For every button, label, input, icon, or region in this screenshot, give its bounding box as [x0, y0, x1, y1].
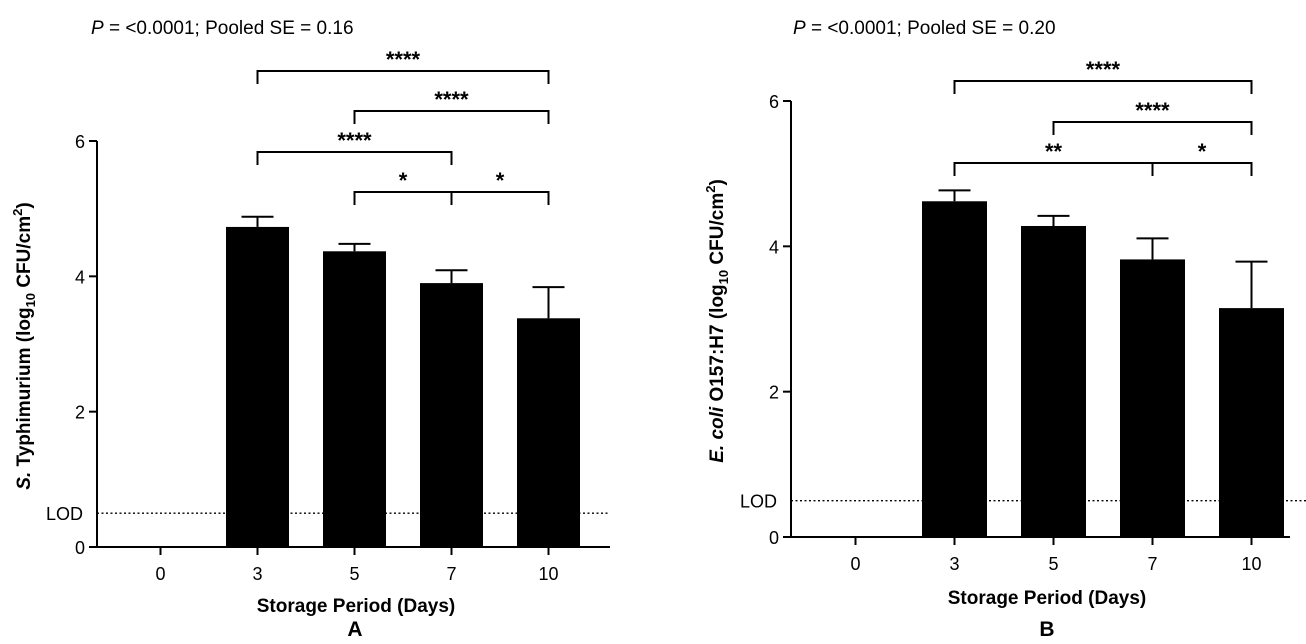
y-title-organism: E. coli — [707, 406, 728, 463]
x-axis-title: Storage Period (Days) — [948, 588, 1147, 609]
header-p-symbol: P — [91, 18, 104, 39]
significance-stars: **** — [386, 47, 421, 72]
x-tick-label: 5 — [1048, 554, 1058, 574]
x-tick-label: 7 — [446, 564, 456, 584]
panel-letter: A — [347, 618, 362, 641]
x-tick-label: 10 — [1241, 554, 1261, 574]
y-tick-label: 2 — [75, 403, 85, 423]
significance-bracket — [1151, 162, 1253, 176]
x-tick-label: 10 — [538, 564, 558, 584]
y-tick-label: 0 — [769, 528, 779, 548]
bar-day-3 — [226, 226, 289, 548]
header-stats: = <0.0001; Pooled SE = 0.20 — [806, 18, 1056, 39]
x-axis-title: Storage Period (Days) — [257, 596, 456, 617]
significance-stars: **** — [1086, 57, 1121, 82]
bar-day-5 — [1021, 225, 1086, 537]
y-axis-title: S. Typhimurium (log10 CFU/cm2) — [10, 202, 38, 489]
y-tick-label: 4 — [769, 237, 779, 257]
significance-stars: * — [399, 168, 408, 193]
y-title-subscript: 10 — [23, 293, 38, 307]
significance-stars: **** — [1135, 98, 1170, 123]
significance-bracket — [353, 191, 453, 205]
lod-label: LOD — [740, 492, 777, 512]
x-tick-label: 5 — [349, 564, 359, 584]
chart-header: P = <0.0001; Pooled SE = 0.20 — [793, 18, 1056, 39]
chart-panel-b: P = <0.0001; Pooled SE = 0.20 LOD 0 2 4 6 0 3 5 7… — [703, 18, 1306, 641]
panel-letter: B — [1039, 618, 1054, 641]
significance-stars: **** — [337, 128, 372, 153]
bar-day-7 — [420, 283, 483, 547]
x-tick-label: 3 — [252, 564, 262, 584]
lod-label: LOD — [46, 504, 83, 524]
significance-bracket — [1052, 121, 1253, 135]
y-tick-label: 4 — [75, 267, 85, 287]
y-tick-label: 0 — [75, 538, 85, 558]
header-stats: = <0.0001; Pooled SE = 0.16 — [104, 18, 354, 39]
y-tick-label: 2 — [769, 383, 779, 403]
significance-bracket — [353, 110, 550, 124]
significance-bracket — [953, 80, 1253, 94]
x-tick-label: 7 — [1147, 554, 1157, 574]
y-title-unit: CFU/cm — [14, 216, 35, 293]
y-title-close: ) — [14, 202, 35, 208]
y-title-organism: S. — [14, 472, 35, 490]
significance-stars: * — [496, 168, 505, 193]
significance-stars: **** — [434, 87, 469, 112]
significance-stars: ** — [1045, 139, 1063, 164]
x-tick-label: 0 — [850, 554, 860, 574]
y-axis-title: E. coli O157:H7 (log10 CFU/cm2) — [703, 179, 731, 463]
y-title-superscript: 2 — [10, 209, 25, 216]
bar-day-7 — [1120, 259, 1185, 537]
y-title-close: ) — [707, 179, 728, 185]
bar-day-3 — [922, 201, 987, 537]
significance-stars: * — [1198, 139, 1207, 164]
y-title-unit: CFU/cm — [707, 193, 728, 270]
x-tick-label: 0 — [155, 564, 165, 584]
y-tick-label: 6 — [75, 132, 85, 152]
significance-bracket — [256, 151, 453, 165]
y-tick-label: 6 — [769, 92, 779, 112]
bar-day-10 — [1219, 308, 1284, 537]
y-title-superscript: 2 — [703, 186, 718, 193]
significance-bracket — [256, 70, 550, 84]
chart-panel-a: P = <0.0001; Pooled SE = 0.16 LOD 0 2 4 6 0 3 5 7… — [10, 18, 610, 641]
y-title-text: O157:H7 (log — [707, 284, 728, 406]
bar-day-5 — [323, 251, 386, 547]
bar-day-10 — [517, 318, 580, 547]
header-p-symbol: P — [793, 18, 806, 39]
y-title-text: Typhimurium (log — [14, 307, 35, 471]
significance-bracket — [450, 191, 550, 205]
significance-bracket — [953, 162, 1154, 176]
chart-header: P = <0.0001; Pooled SE = 0.16 — [91, 18, 354, 39]
x-tick-label: 3 — [949, 554, 959, 574]
y-title-subscript: 10 — [716, 270, 731, 284]
